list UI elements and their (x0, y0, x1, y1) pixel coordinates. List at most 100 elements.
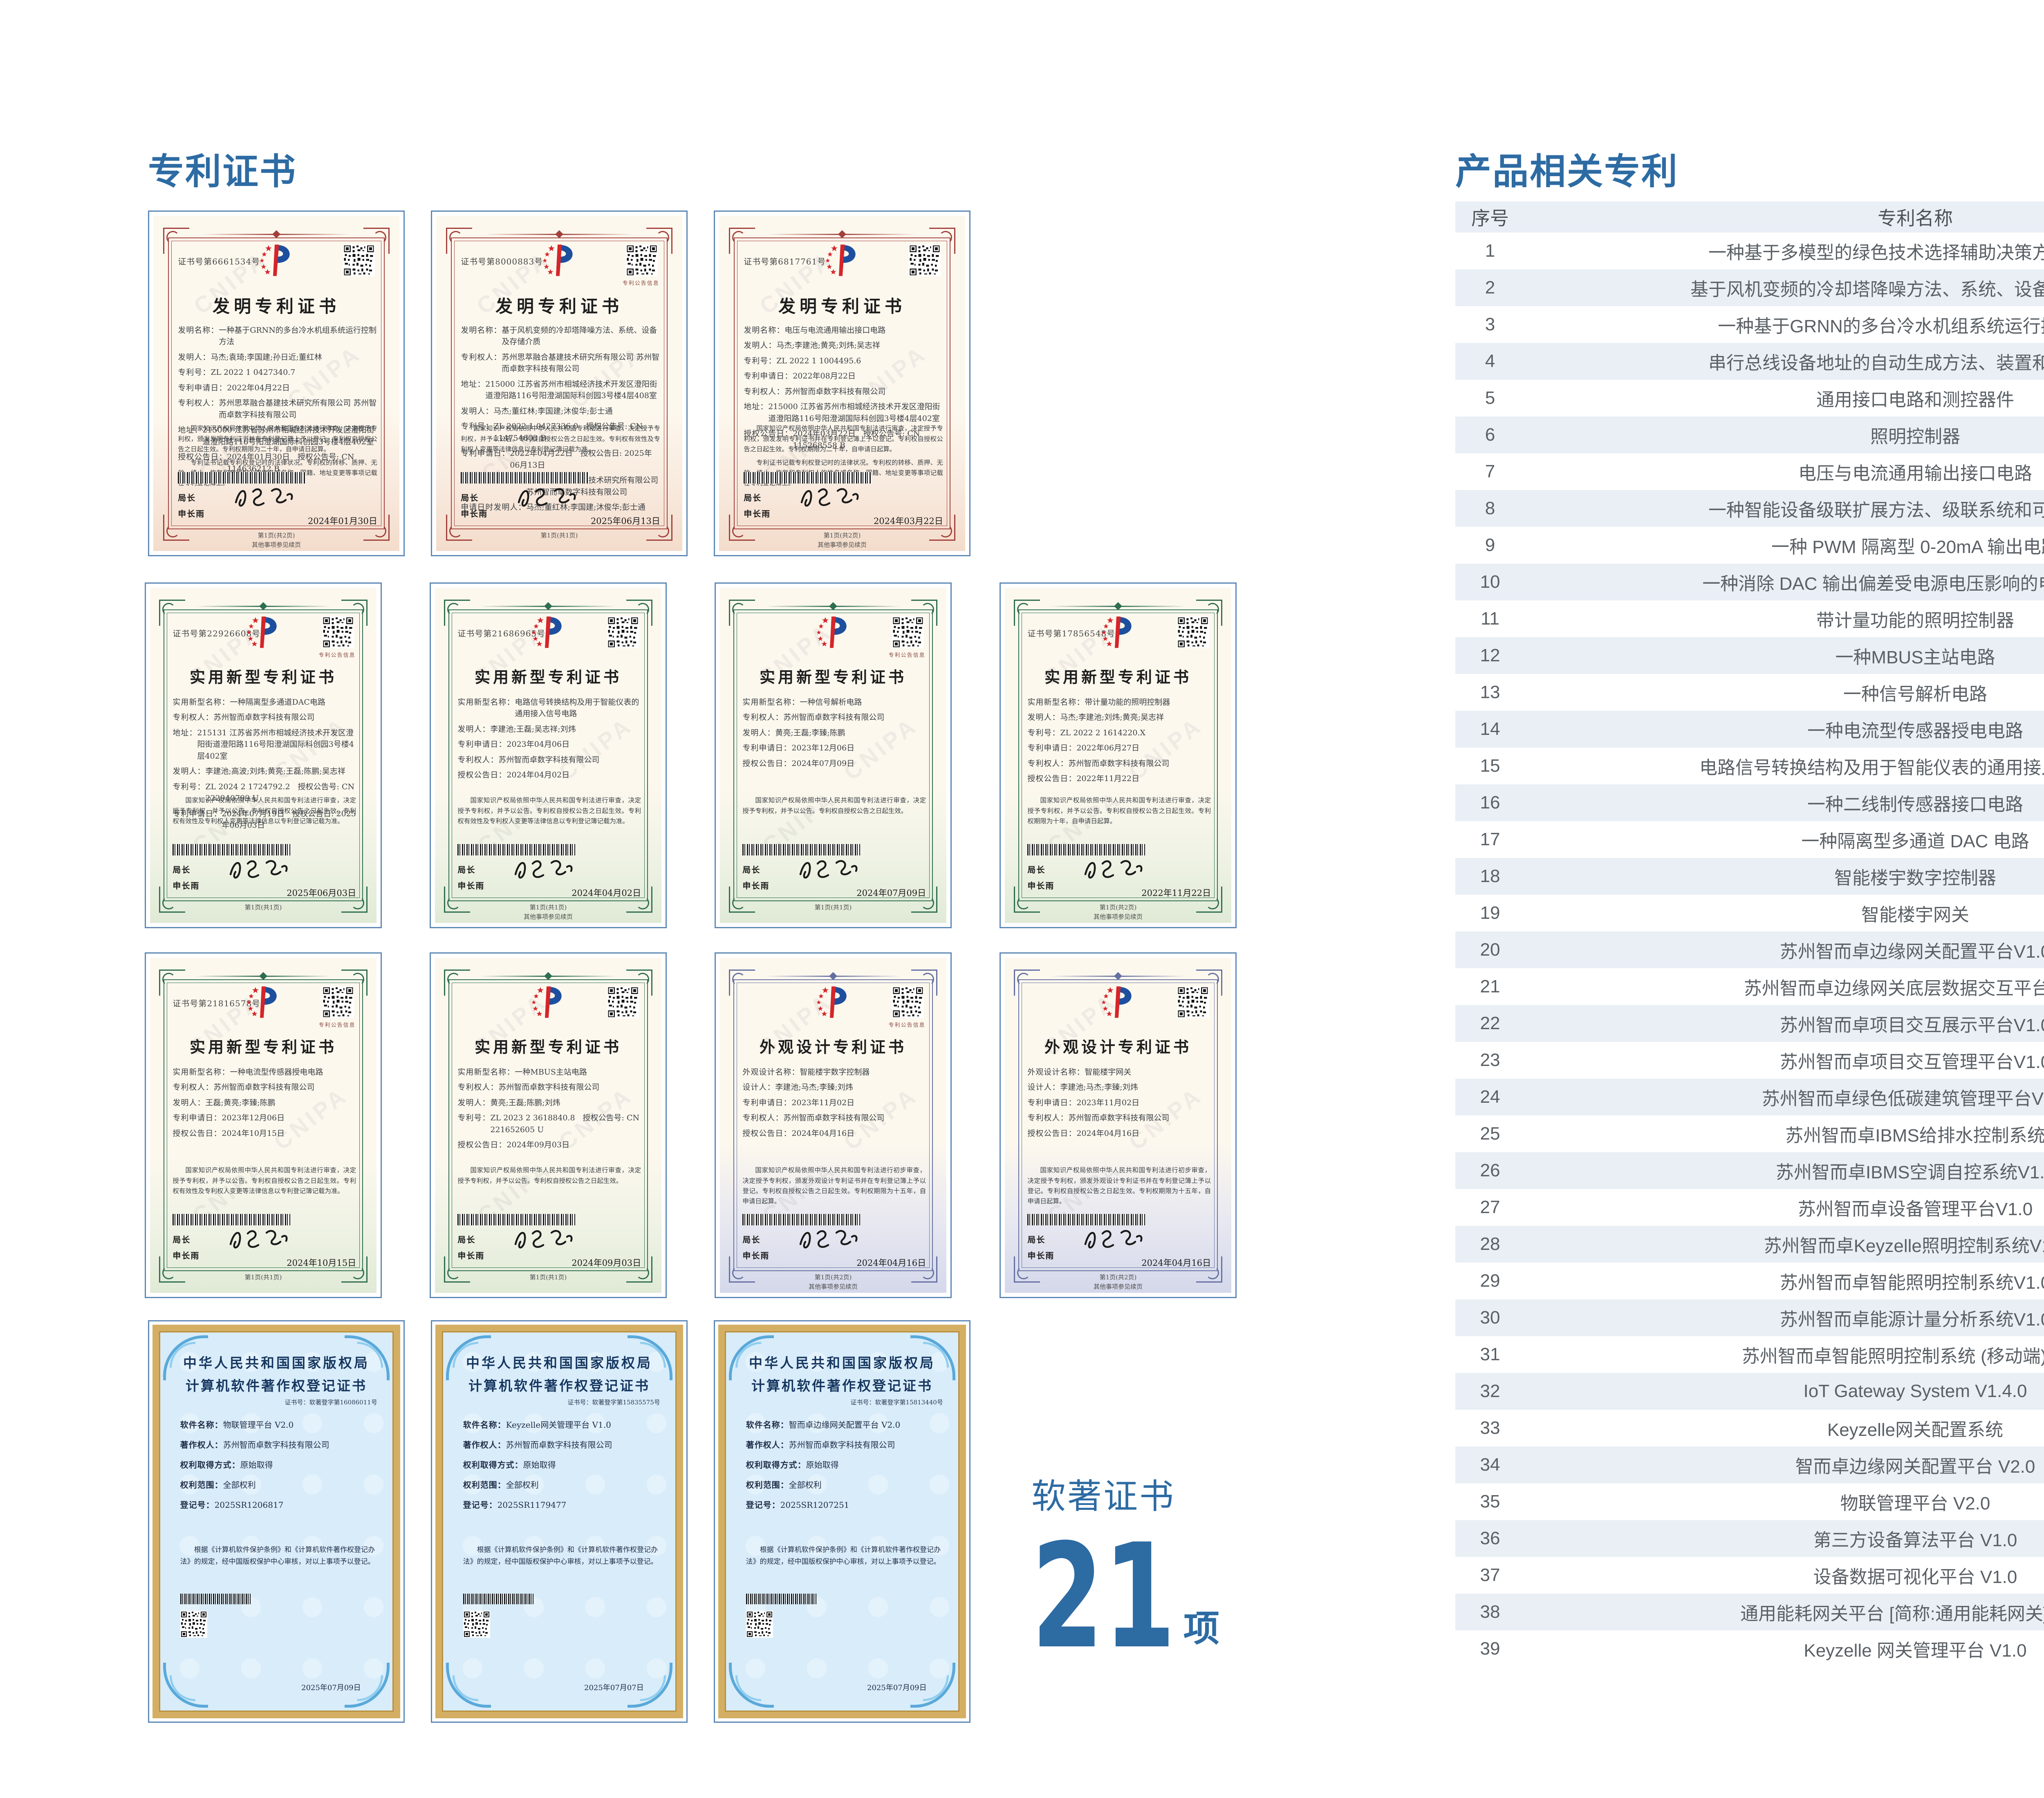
page-note: 第1页(共2页) (1099, 1274, 1137, 1281)
certificate-header: 证书号第6817761号 (744, 244, 941, 293)
cert-number: 证书号第8000883号 (461, 256, 543, 266)
corner-ornament-icon (446, 1663, 491, 1708)
issue-date: 2024年04月16日 (856, 1258, 926, 1268)
table-row: 5通用接口电路和测控器件发明 (1455, 380, 2044, 416)
cell-no: 25 (1480, 1124, 1500, 1144)
cert-number: 证书号：软著登字第15835575号 (567, 1398, 660, 1406)
legal-paragraph: 国家知识产权局依照中华人民共和国专利法进行审查，决定授予专利权，并予以公告。专利… (457, 797, 641, 825)
field-value: ZL 2022 2 1614220.X (1060, 728, 1145, 737)
field-label: 发明人： (1027, 713, 1060, 722)
cnipa-logo-icon (814, 614, 853, 652)
field-label: 地址： (173, 728, 197, 737)
field-line: 权利范围： 全部权利 (180, 1477, 375, 1493)
field-line: 专利权人： 苏州智而卓数字科技有限公司 (742, 712, 926, 723)
field-value: ZL 2022 1 1004495.6 (776, 356, 861, 365)
field-label: 发明人： (178, 352, 211, 362)
field-line: 专利权人： 苏州智而卓数字科技有限公司 (457, 754, 641, 766)
director-name: 申长雨 (744, 509, 771, 519)
signature-block: 局长 申长雨 (173, 1233, 199, 1261)
certificate-header: 证书号第21686965号 (457, 616, 639, 665)
director-label: 局长 (744, 493, 762, 503)
certificate-fields: 发明名称： 电压与电流通用输出接口电路 发明人： 马杰;李建池;黄亮;刘炜;吴志祥 专利… (744, 325, 943, 455)
field-value: 苏州智而卓数字科技有限公司 (223, 1440, 329, 1450)
certificate-title: 计算机软件著作权登记证书 (186, 1378, 367, 1394)
certificate-fields: 实用新型名称： 一种隔离型多通道DAC电路 专利权人： 苏州智而卓数字科技有限公司 地址… (173, 696, 356, 835)
signature-block: 局长 申长雨 (742, 1233, 769, 1261)
field-line: 专利申请日： 2022年06月27日 (1027, 742, 1211, 754)
field-value: 一种电流型传感器授电电路 (230, 1067, 323, 1077)
field-label: 著作权人： (180, 1440, 223, 1450)
certificate-fields: 实用新型名称： 一种信号解析电路 专利权人： 苏州智而卓数字科技有限公司 发明人： 黄亮;… (742, 696, 926, 773)
qr-caption: 专利公告信息 (318, 1022, 356, 1028)
legal-paragraph: 国家知识产权局依照中华人民共和国专利法进行审查，决定授予专利权，并予以公告。专利… (742, 797, 926, 815)
director-name: 申长雨 (457, 1251, 485, 1261)
qr-code-icon (607, 986, 639, 1018)
table-row: 9一种 PWM 隔离型 0-20mA 输出电路发明 (1455, 527, 2044, 564)
certificate-fields: 实用新型名称： 电路信号转换结构及用于智能仪表的通用接入信号电路 发明人： 李建池;王… (457, 696, 641, 785)
certificate-title: 实用新型专利证书 (189, 667, 337, 686)
field-value: 智能楼宇网关 (1085, 1067, 1132, 1077)
field-label: 授权公告日： (1027, 1129, 1077, 1138)
legal-paragraphs: 国家知识产权局依照中华人民共和国专利法进行审查，决定授予专利权，并予以公告。专利… (461, 423, 660, 457)
field-line: 外观设计名称： 智能楼宇网关 (1027, 1066, 1211, 1078)
field-label: 专利权人： (173, 1083, 214, 1092)
field-value: 2024年07月09日 (791, 759, 855, 768)
field-label: 外观设计名称： (742, 1067, 800, 1077)
field-line: 著作权人： 苏州智而卓数字科技有限公司 (463, 1437, 658, 1453)
issue-date: 2024年09月03日 (572, 1258, 641, 1268)
field-line: 授权公告日： 2024年04月16日 (1027, 1128, 1211, 1140)
qr-code-icon (908, 244, 941, 276)
table-row: 19智能楼宇网关外观 (1455, 895, 2044, 931)
qr-code-icon (746, 1611, 773, 1638)
field-label: 发明人： (173, 767, 206, 776)
field-label: 著作权人： (463, 1440, 506, 1450)
cell-no: 13 (1480, 682, 1500, 702)
field-line: 地址： 215000 江苏省苏州市相城经济技术开发区澄阳街道澄阳路116号阳澄湖国… (461, 378, 660, 402)
field-value: 黄亮;王磊;陈鹏;刘炜 (490, 1098, 560, 1107)
page-note: 第1页(共1页) (244, 1274, 282, 1281)
cell-patent-name: 基于风机变频的冷却塔降噪方法、系统、设备及存储介质 (1690, 280, 2044, 300)
barcode-icon (178, 472, 306, 484)
page-note: 第1页(共1页) (540, 532, 578, 540)
cell-no: 29 (1480, 1271, 1500, 1291)
certificate-header: 证书号第6661534号 (178, 244, 375, 293)
field-value: 电压与电流通用输出接口电路 (784, 325, 886, 335)
field-value: 2024年10月15日 (222, 1129, 285, 1138)
field-label: 实用新型名称： (457, 697, 515, 707)
certificate-paper: 中华人民共和国国家版权局 计算机软件著作权登记证书 证书号：软著登字第1581344… (718, 1325, 966, 1718)
field-value: 马杰;袁琦;李国建;孙日近;董红林 (211, 352, 322, 362)
field-value: 2024年09月03日 (507, 1140, 570, 1150)
field-label: 专利权人： (178, 399, 219, 408)
top-ornament-icon (768, 230, 916, 239)
field-value: 2023年11月02日 (1076, 1098, 1140, 1107)
certificate-title: 实用新型专利证书 (759, 667, 907, 686)
certificate-paper: 中华人民共和国国家版权局 计算机软件著作权登记证书 证书号：软著登字第1608601… (152, 1325, 400, 1718)
continuation-note: 其他事项参见续页 (1093, 1283, 1143, 1291)
table-row: 14一种电流型传感器授电电路实用新型 (1455, 711, 2044, 748)
legal-paragraph: 根据《计算机软件保护条例》和《计算机软件著作权登记办法》的规定，经中国版权保护中… (180, 1546, 375, 1566)
director-label: 局长 (461, 493, 479, 503)
director-name: 申长雨 (173, 1251, 200, 1261)
cell-no: 38 (1480, 1602, 1500, 1622)
field-value: 马杰;李建池;黄亮;刘炜;吴志祥 (776, 341, 880, 350)
issue-date: 2025年06月03日 (287, 888, 356, 898)
certificate-title: 计算机软件著作权登记证书 (751, 1378, 933, 1394)
field-value: 一种信号解析电路 (800, 697, 862, 707)
field-value: 215131 江苏省苏州市相城经济技术开发区澄阳街道澄阳路116号阳澄湖国际科创… (197, 728, 354, 761)
legal-paragraphs: 国家知识产权局依照中华人民共和国专利法进行审查，决定授予专利权，并予以公告。专利… (457, 795, 641, 829)
field-label: 授权公告日： (742, 1129, 792, 1138)
cnipa-logo-icon (540, 242, 579, 280)
director-label: 局长 (742, 1235, 761, 1245)
table-row: 3一种基于GRNN的多台冷水机组系统运行控制方法发明 (1455, 306, 2044, 343)
cell-patent-name: 智能楼宇数字控制器 (1834, 868, 1996, 888)
field-value: 2022年08月22日 (793, 372, 856, 381)
field-line: 发明人： 李建池;王磊;吴志祥;刘炜 (457, 723, 641, 735)
field-value: Keyzelle网关管理平台 V1.0 (506, 1420, 611, 1430)
field-value: 一种隔离型多通道DAC电路 (230, 697, 325, 707)
continuation-note: 其他事项参见续页 (251, 541, 301, 549)
director-signature (514, 483, 579, 514)
certificate-fields: 实用新型名称： 一种MBUS主站电路 专利权人： 苏州智而卓数字科技有限公司 发明人：黄… (457, 1066, 641, 1155)
